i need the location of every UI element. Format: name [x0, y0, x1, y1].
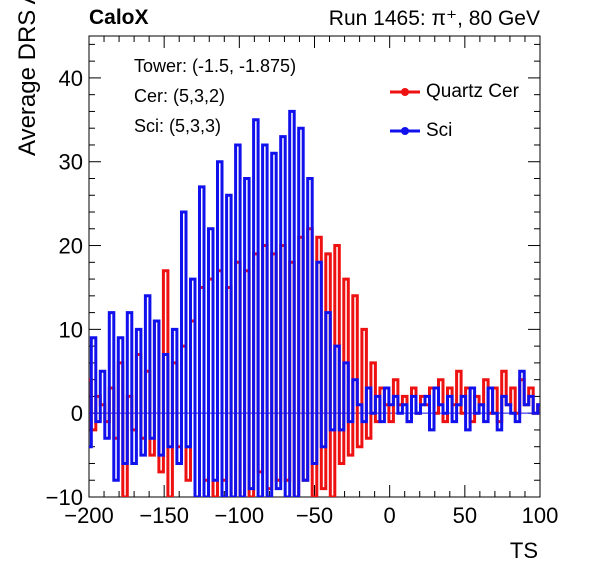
- annotation-cer: Cer: (5,3,2): [134, 86, 226, 106]
- legend-item-sci: Sci: [390, 120, 452, 142]
- x-tick-label: −50: [296, 503, 333, 528]
- x-tick-label: −150: [139, 503, 189, 528]
- y-tick-label: 0: [71, 401, 83, 426]
- annotation-sci: Sci: (5,3,3): [134, 116, 222, 136]
- x-tick-label: 0: [384, 503, 396, 528]
- x-axis-title: TS: [509, 538, 538, 563]
- legend-line-icon: [390, 88, 420, 96]
- y-tick-label: 30: [59, 150, 83, 175]
- x-tick-label: −100: [215, 503, 265, 528]
- legend-item-quartz-cer: Quartz Cer: [390, 81, 519, 103]
- y-tick-label: −10: [46, 485, 83, 510]
- x-tick-label: −200: [64, 503, 114, 528]
- series-line-quartz-cer: [89, 227, 540, 497]
- run-label: Run 1465: π⁺, 80 GeV: [328, 7, 540, 30]
- legend-line-icon: [390, 127, 420, 135]
- y-tick-label: 10: [59, 317, 83, 342]
- annotation-tower: Tower: (-1.5, -1.875): [134, 56, 297, 76]
- experiment-label: CaloX: [89, 6, 149, 29]
- y-tick-label: 40: [59, 66, 83, 91]
- series-layer: [89, 109, 540, 497]
- y-axis-title: Average DRS ADC: [14, 0, 41, 156]
- x-tick-label: 50: [453, 503, 477, 528]
- y-tick-label: 20: [59, 234, 83, 259]
- legend-label: Sci: [426, 120, 453, 141]
- x-tick-label: 100: [522, 503, 559, 528]
- series-line-sci: [89, 109, 540, 497]
- legend-label: Quartz Cer: [426, 81, 519, 102]
